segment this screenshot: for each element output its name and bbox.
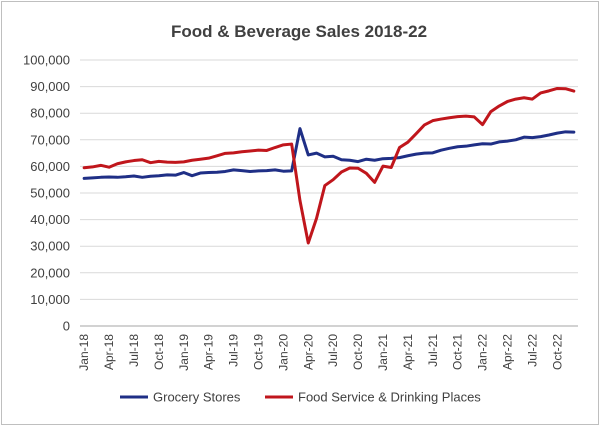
x-tick-label: Jan-20 <box>276 334 290 371</box>
gridlines <box>80 59 578 300</box>
y-tick-label: 0 <box>63 319 70 334</box>
y-tick-label: 10,000 <box>30 292 70 307</box>
x-tick-label: Apr-19 <box>202 334 216 370</box>
x-tick-label: Jul-18 <box>127 334 141 367</box>
x-tick-label: Apr-20 <box>301 334 315 370</box>
x-tick-label: Jan-22 <box>476 334 490 371</box>
x-tick-label: Oct-22 <box>550 334 564 370</box>
chart-title: Food & Beverage Sales 2018-22 <box>171 22 427 41</box>
x-tick-label: Jan-21 <box>376 334 390 371</box>
x-tick-label: Apr-21 <box>401 334 415 370</box>
x-tick-label: Oct-21 <box>451 334 465 370</box>
legend-label: Grocery Stores <box>153 390 241 405</box>
y-tick-label: 50,000 <box>30 186 70 201</box>
x-tick-label: Jan-18 <box>77 334 91 371</box>
y-axis-labels: 0 10,000 20,000 30,000 40,000 50,000 60,000 70,… <box>23 53 70 334</box>
y-tick-label: 40,000 <box>30 212 70 227</box>
x-tick-label: Jul-21 <box>426 334 440 367</box>
x-tick-label: Jan-19 <box>177 334 191 371</box>
x-tick-label: Jul-22 <box>525 334 539 367</box>
y-tick-label: 90,000 <box>30 79 70 94</box>
y-tick-label: 70,000 <box>30 132 70 147</box>
x-axis: Jan-18 Apr-18 Jul-18 Oct-18 Jan-19 Apr-19 Jul-… <box>77 325 578 371</box>
x-tick-label: Jul-19 <box>227 334 241 367</box>
x-tick-label: Oct-18 <box>152 334 166 370</box>
y-tick-label: 80,000 <box>30 106 70 121</box>
x-tick-label: Apr-18 <box>102 334 116 370</box>
x-tick-label: Apr-22 <box>500 334 514 370</box>
x-tick-label: Jul-20 <box>326 334 340 367</box>
x-tick-label: Oct-20 <box>351 334 365 370</box>
series-line <box>82 86 576 245</box>
legend: Grocery Stores Food Service & Drinking Pl… <box>120 390 481 405</box>
series-lines <box>82 86 576 245</box>
y-tick-label: 100,000 <box>23 53 70 68</box>
y-tick-label: 30,000 <box>30 239 70 254</box>
series-line <box>82 127 576 180</box>
legend-label: Food Service & Drinking Places <box>298 390 481 405</box>
x-tick-label: Oct-19 <box>251 334 265 370</box>
y-tick-label: 20,000 <box>30 265 70 280</box>
y-tick-label: 60,000 <box>30 159 70 174</box>
